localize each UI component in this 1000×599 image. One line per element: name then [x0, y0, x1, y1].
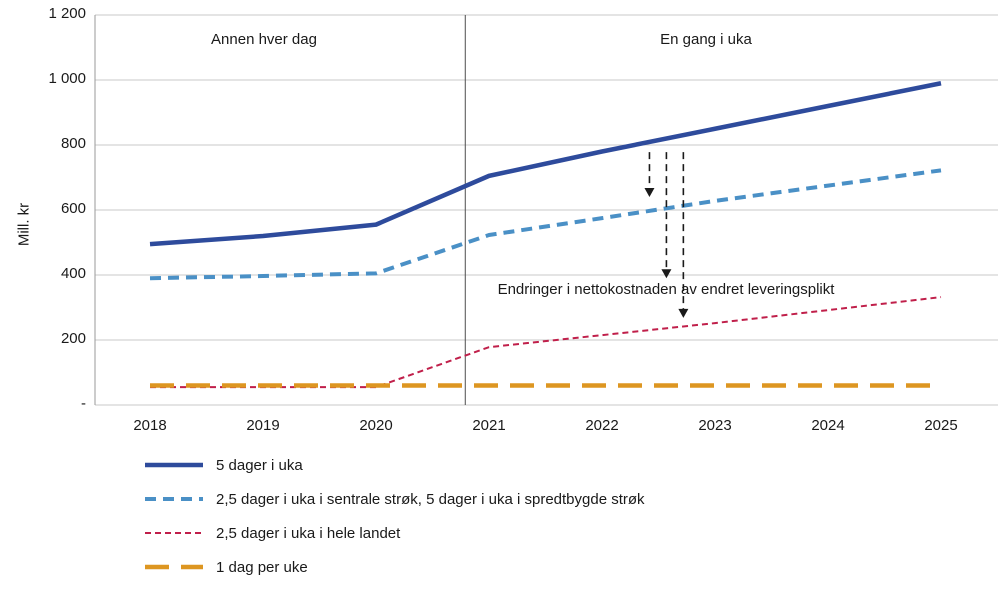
legend-item: 2,5 dager i uka i hele landet	[145, 523, 645, 543]
series-line	[149, 81, 942, 247]
annotation-arrows	[644, 152, 689, 318]
legend-label: 2,5 dager i uka i sentrale strøk, 5 dage…	[216, 490, 645, 508]
arrow-head	[644, 188, 655, 197]
legend-line-sample	[145, 564, 203, 570]
legend-line-sample	[145, 532, 203, 534]
legend-label: 1 dag per uke	[216, 558, 308, 576]
gridlines	[95, 14, 998, 406]
series-line	[149, 168, 942, 281]
legend-item: 1 dag per uke	[145, 557, 645, 577]
legend-item: 5 dager i uka	[145, 455, 645, 475]
legend-label: 5 dager i uka	[216, 456, 303, 474]
arrow-head	[678, 308, 689, 318]
region-label-left: Annen hver dag	[211, 31, 317, 48]
annotation-text: Endringer i nettokostnaden av endret lev…	[497, 281, 835, 298]
arrow-head	[661, 269, 672, 279]
legend-line-sample	[145, 462, 203, 468]
region-label-right: En gang i uka	[660, 31, 752, 48]
legend-line-sample	[145, 497, 203, 501]
legend: 5 dager i uka 2,5 dager i uka i sentrale …	[145, 455, 645, 591]
series-lines	[149, 81, 942, 389]
series-line	[150, 296, 942, 389]
legend-item: 2,5 dager i uka i sentrale strøk, 5 dage…	[145, 489, 645, 509]
legend-label: 2,5 dager i uka i hele landet	[216, 524, 401, 542]
y-axis-title: Mill. kr	[15, 202, 33, 247]
